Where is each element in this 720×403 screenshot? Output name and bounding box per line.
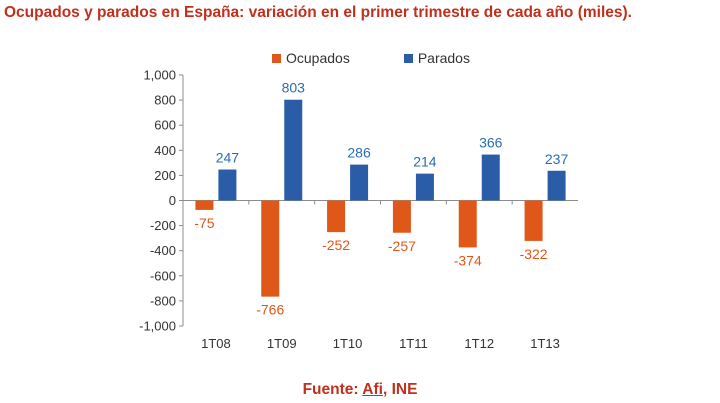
legend-swatch-parados [403,53,413,63]
y-tick-label: -400 [150,243,176,258]
data-label-ocupados: -322 [520,246,548,262]
legend-item-ocupados: Ocupados [272,50,350,66]
y-tick-label: -600 [150,268,176,283]
data-label-parados: 247 [216,150,240,166]
chart-title: Ocupados y parados en España: variación … [4,4,632,21]
x-tick-label: 1T09 [267,336,297,351]
legend-label-parados: Parados [417,50,470,66]
bar-parados [481,154,500,201]
data-label-ocupados: -766 [256,302,284,318]
data-label-parados: 214 [413,154,437,170]
bar-ocupados [458,200,477,248]
bar-ocupados [195,200,214,210]
legend: Ocupados Parados [272,49,470,67]
y-tick-label: -1,000 [139,319,176,334]
source-prefix: Fuente: [302,381,359,398]
legend-swatch-ocupados [272,53,281,63]
data-label-ocupados: -374 [454,252,482,268]
y-tick-label: 800 [154,93,176,108]
data-label-ocupados: -75 [194,215,214,231]
bar-ocupados [327,200,346,233]
bar-parados [284,99,303,201]
data-label-ocupados: -252 [322,237,350,253]
data-label-parados: 803 [282,80,306,96]
y-tick-label: 1,000 [143,68,176,83]
legend-label-ocupados: Ocupados [286,50,350,66]
bar-ocupados [524,200,543,241]
y-tick-label: 0 [169,193,176,208]
y-tick-label: 400 [154,143,176,158]
data-label-ocupados: -257 [388,238,416,254]
bar-ocupados [392,200,411,233]
data-label-parados: 286 [347,145,371,161]
x-tick-label: 1T10 [333,336,363,351]
x-tick-label: 1T13 [530,336,560,351]
bar-ocupados [261,200,280,297]
data-label-parados: 366 [479,135,503,151]
bar-parados [547,170,566,201]
y-tick-label: 600 [154,118,176,133]
source-suffix: , INE [382,381,418,398]
x-tick-label: 1T12 [464,336,494,351]
x-tick-label: 1T11 [399,336,428,351]
x-tick-label: 1T08 [201,336,231,351]
y-tick-label: 200 [154,168,176,183]
source-link[interactable]: Afi [362,381,383,398]
bar-parados [218,169,237,201]
y-tick-label: -200 [150,218,176,233]
data-label-parados: 237 [545,151,569,167]
legend-item-parados: Parados [403,50,470,66]
bar-parados [415,173,434,201]
bar-parados [350,164,369,201]
source-note: Fuente: Afi, INE [0,381,720,399]
y-tick-label: -800 [150,293,176,308]
